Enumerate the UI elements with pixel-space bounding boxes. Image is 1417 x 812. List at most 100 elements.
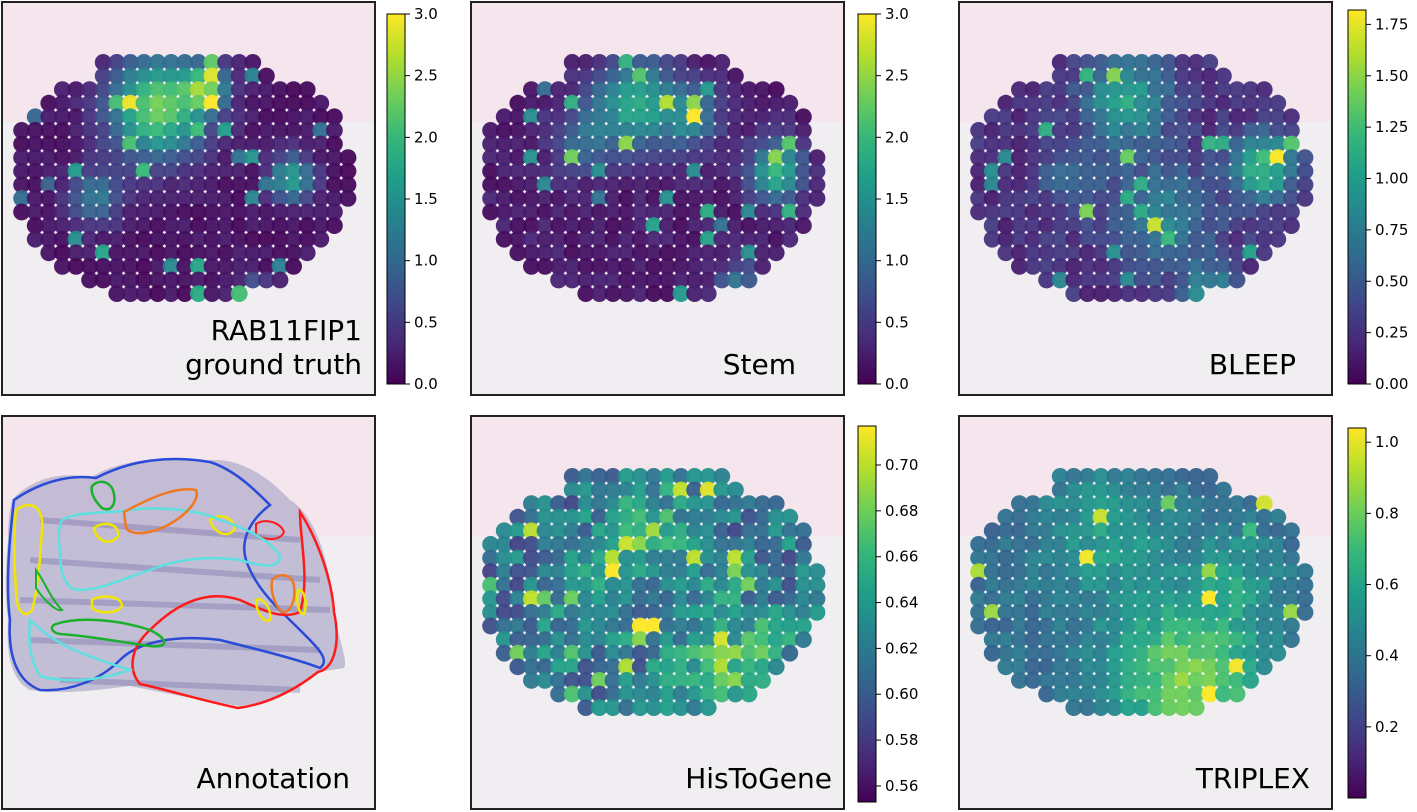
expression-spot: [591, 67, 608, 85]
expression-spot: [1174, 176, 1191, 194]
expression-spot: [672, 108, 690, 126]
expression-spot: [699, 285, 717, 302]
expression-spot: [1051, 94, 1069, 112]
expression-spot: [1201, 244, 1219, 262]
expression-spot: [577, 672, 595, 689]
expression-spot: [495, 644, 513, 662]
expression-spot: [1051, 67, 1069, 85]
expression-spot: [997, 203, 1015, 221]
expression-spot: [509, 244, 527, 262]
expression-spot: [1133, 94, 1151, 112]
expression-spot: [1147, 495, 1164, 512]
expression-spot: [94, 176, 112, 194]
expression-spot: [1255, 162, 1273, 180]
expression-spot: [203, 190, 221, 207]
expression-spot: [54, 190, 71, 207]
expression-spot: [713, 54, 731, 71]
expression-spot: [217, 176, 235, 194]
expression-spot: [1215, 121, 1232, 139]
expression-spot: [631, 285, 649, 302]
expression-spot: [604, 67, 622, 85]
expression-spot: [298, 135, 316, 153]
expression-spot: [659, 644, 676, 662]
expression-spot: [781, 536, 799, 553]
expression-spot: [618, 672, 635, 689]
expression-spot: [135, 244, 153, 262]
expression-spot: [1024, 617, 1042, 635]
expression-spot: [149, 94, 167, 112]
expression-spot: [536, 121, 554, 139]
expression-spot: [135, 285, 153, 302]
expression-spot: [536, 563, 554, 580]
expression-spot: [686, 699, 703, 716]
expression-spot: [1160, 495, 1178, 512]
expression-spot: [604, 604, 622, 621]
expression-spot: [983, 522, 1001, 540]
expression-spot: [631, 617, 649, 635]
expression-spot: [686, 508, 703, 526]
expression-spot: [1187, 244, 1205, 262]
expression-spot: [1174, 162, 1191, 180]
expression-spot: [203, 244, 221, 262]
expression-spot: [40, 190, 58, 207]
expression-spot: [1092, 203, 1110, 221]
expression-spot: [672, 94, 690, 112]
expression-spot: [1269, 162, 1287, 180]
expression-spot: [1147, 176, 1164, 194]
expression-spot: [121, 176, 139, 194]
region-yellow-a: [90, 595, 124, 614]
expression-spot: [1092, 672, 1110, 689]
expression-spot: [659, 54, 676, 71]
expression-spot: [550, 94, 567, 112]
expression-spot: [523, 644, 540, 662]
expression-spot: [577, 631, 595, 648]
expression-spot: [217, 190, 235, 207]
expression-spot: [767, 495, 785, 512]
expression-spot: [1201, 590, 1219, 608]
expression-spot: [258, 271, 275, 289]
expression-spot: [1160, 576, 1178, 594]
expression-spot: [1255, 658, 1273, 676]
expression-spot: [1283, 590, 1300, 608]
expression-spot: [1187, 230, 1205, 248]
expression-spot: [1024, 203, 1042, 221]
expression-spot: [1201, 672, 1219, 689]
expression-spot: [536, 536, 554, 553]
expression-spot: [781, 149, 799, 167]
expression-spot: [1051, 190, 1069, 207]
expression-spot: [1092, 81, 1110, 98]
expression-spot: [1011, 522, 1028, 540]
expression-spot: [1160, 563, 1178, 580]
expression-spot: [631, 162, 649, 180]
expression-spot: [1160, 203, 1178, 221]
expression-spot: [1133, 522, 1151, 540]
expression-spot: [604, 230, 622, 248]
expression-spot: [149, 135, 167, 153]
expression-spot: [672, 149, 690, 167]
expression-spot: [1065, 176, 1083, 194]
expression-spot: [577, 149, 595, 167]
expression-spot: [604, 190, 622, 207]
expression-spot: [672, 258, 690, 275]
expression-spot: [631, 217, 649, 235]
expression-spot: [1283, 190, 1300, 207]
expression-spot: [727, 576, 744, 594]
expression-spot: [244, 217, 262, 235]
expression-spot: [727, 190, 744, 207]
expression-spot: [523, 203, 540, 221]
expression-spot: [1187, 536, 1205, 553]
expression-spot: [176, 217, 194, 235]
expression-spot: [808, 149, 826, 167]
expression-spot: [1038, 230, 1055, 248]
expression-spot: [312, 230, 330, 248]
expression-spot: [244, 121, 262, 139]
expression-spot: [699, 549, 717, 567]
expression-spot: [1119, 576, 1137, 594]
expression-spot: [659, 244, 676, 262]
expression-spot: [997, 244, 1015, 262]
expression-spot: [1215, 203, 1232, 221]
expression-spot: [1133, 699, 1151, 716]
expression-spot: [149, 176, 167, 194]
colorbar-tick-label: 0.68: [885, 502, 918, 520]
expression-spot: [26, 217, 44, 235]
